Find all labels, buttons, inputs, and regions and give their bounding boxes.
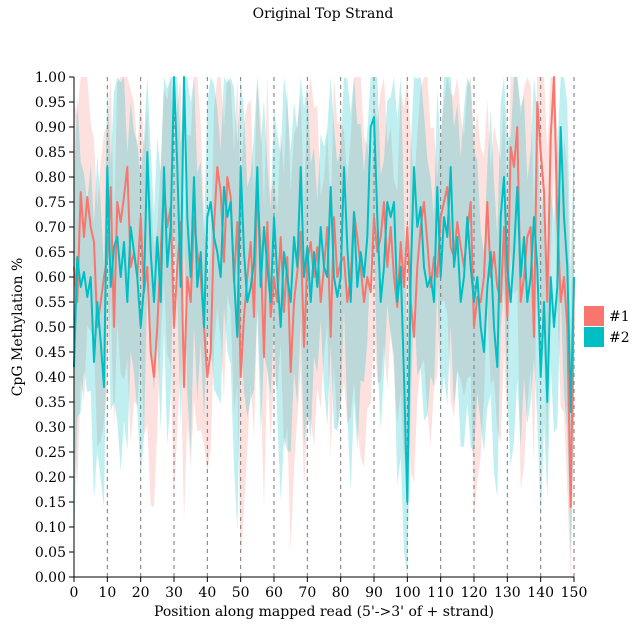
- y-tick-label: 0.35: [35, 395, 66, 411]
- y-tick-label: 0.55: [35, 295, 66, 311]
- x-tick-label: 60: [265, 585, 283, 601]
- y-tick-label: 0.05: [35, 545, 66, 561]
- x-tick-label: 70: [298, 585, 316, 601]
- x-tick-label: 140: [527, 585, 554, 601]
- y-tick-label: 0.00: [35, 570, 66, 586]
- y-tick-label: 0.15: [35, 495, 66, 511]
- x-tick-label: 20: [132, 585, 150, 601]
- x-tick-label: 10: [98, 585, 116, 601]
- x-tick-label: 100: [394, 585, 421, 601]
- y-tick-label: 0.40: [35, 370, 66, 386]
- x-tick-label: 40: [198, 585, 216, 601]
- y-tick-label: 0.50: [35, 320, 66, 336]
- x-tick-label: 50: [232, 585, 250, 601]
- y-tick-label: 0.80: [35, 170, 66, 186]
- y-tick-label: 0.85: [35, 145, 66, 161]
- chart-title: Original Top Strand: [253, 6, 394, 22]
- y-tick-label: 1.00: [35, 70, 66, 86]
- x-tick-label: 130: [494, 585, 521, 601]
- x-tick-label: 80: [332, 585, 350, 601]
- y-tick-label: 0.30: [35, 420, 66, 436]
- y-tick-label: 0.20: [35, 470, 66, 486]
- legend-swatch-1: [584, 306, 604, 326]
- x-tick-label: 30: [165, 585, 183, 601]
- y-axis-label: CpG Methylation %: [10, 258, 26, 397]
- legend-label-2: #2: [609, 330, 630, 346]
- x-tick-label: 0: [70, 585, 79, 601]
- y-tick-label: 0.90: [35, 120, 66, 136]
- y-tick-label: 0.10: [35, 520, 66, 536]
- x-tick-label: 110: [427, 585, 454, 601]
- axes: 0.00 0.05 0.10 0.15 0.20 0.25 0.30 0.35 0.40 0.45…: [35, 70, 588, 601]
- y-tick-label: 0.70: [35, 220, 66, 236]
- y-tick-label: 0.60: [35, 270, 66, 286]
- y-tick-label: 0.75: [35, 195, 66, 211]
- y-tick-label: 0.95: [35, 95, 66, 111]
- y-tick-label: 0.45: [35, 345, 66, 361]
- x-tick-label: 120: [461, 585, 488, 601]
- series-lines: [73, 76, 575, 508]
- legend-swatch-2: [584, 327, 604, 347]
- series-line-2: [73, 76, 575, 503]
- legend-label-1: #1: [609, 309, 630, 325]
- y-tick-label: 0.65: [35, 245, 66, 261]
- y-tick-label: 0.25: [35, 445, 66, 461]
- x-tick-label: 150: [561, 585, 588, 601]
- x-tick-label: 90: [365, 585, 383, 601]
- legend: #1#2: [584, 306, 630, 347]
- x-axis-label: Position along mapped read (5'->3' of + …: [154, 604, 494, 620]
